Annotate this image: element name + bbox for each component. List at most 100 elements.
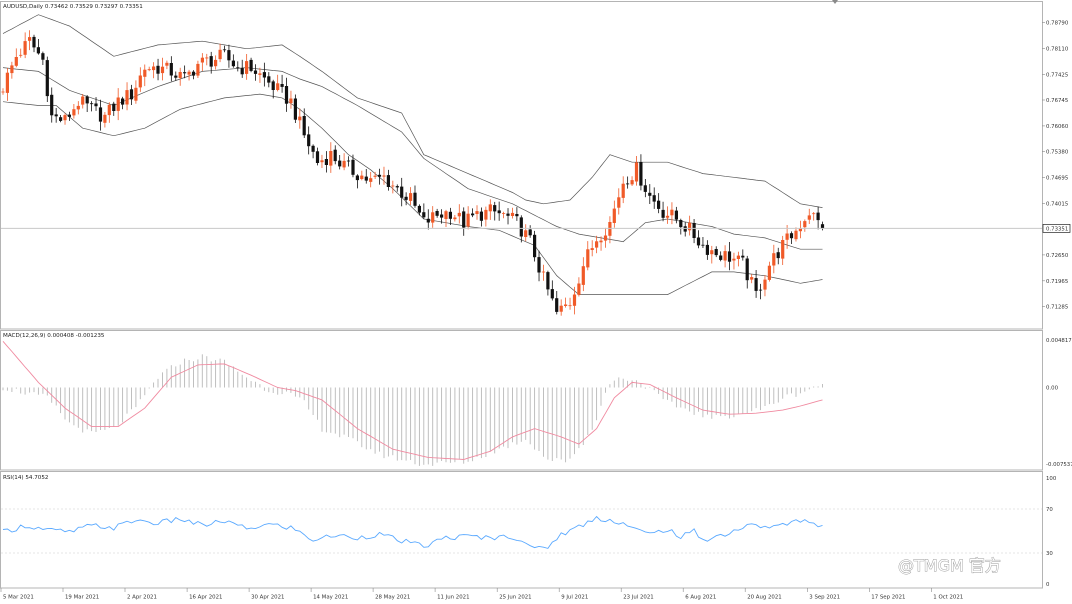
candle-body <box>315 151 320 163</box>
shift-marker-icon[interactable] <box>832 0 838 4</box>
candle-body <box>758 289 763 291</box>
candle-body <box>298 116 302 121</box>
candle-body <box>391 185 395 187</box>
price-tick-label: 0.71965 <box>1046 279 1068 285</box>
candle-body <box>732 258 736 261</box>
candle-body <box>812 213 816 215</box>
candle-body <box>98 107 103 122</box>
candle-body <box>479 211 483 221</box>
macd-header: MACD(12,26,9) 0.000408 -0.001235 <box>3 333 105 339</box>
candle-body <box>705 244 709 255</box>
candle-body <box>342 160 346 168</box>
candle-body <box>152 66 156 71</box>
candle-body <box>528 229 532 236</box>
time-tick-label: 3 Sep 2021 <box>809 595 840 601</box>
rsi-levels <box>1 508 1042 554</box>
candle-body <box>444 211 448 219</box>
candles <box>1 30 825 316</box>
candle-body <box>422 212 426 218</box>
candle-body <box>652 195 656 202</box>
candle-body <box>258 73 262 75</box>
candle-body <box>276 83 280 90</box>
candle-body <box>178 72 182 78</box>
rsi-header: RSI(14) 54.7052 <box>3 475 48 481</box>
candle-body <box>555 298 559 312</box>
candle-body <box>595 241 599 248</box>
macd-tick-label: -0.007537 <box>1046 462 1072 468</box>
candle-body <box>112 103 116 111</box>
rsi-axis: 100 70 30 0 <box>1046 476 1057 588</box>
macd-pane[interactable]: MACD(12,26,9) 0.000408 -0.001235 0.00481… <box>0 330 1072 471</box>
candle-body <box>351 159 355 175</box>
candle-body <box>214 59 218 67</box>
candle-body <box>440 214 444 218</box>
candle-body <box>23 41 27 55</box>
candle-body <box>816 212 820 221</box>
candle-body <box>741 255 745 258</box>
rsi-tick-label: 100 <box>1046 476 1057 482</box>
watermark: @TMGM 官方 <box>898 556 1001 575</box>
candle-body <box>205 57 209 59</box>
bb-lower-line <box>2 93 823 295</box>
candle-body <box>302 116 306 136</box>
candle-body <box>794 230 798 240</box>
rsi-line <box>2 515 823 549</box>
bb-upper-line <box>2 14 823 208</box>
candle-body <box>395 186 399 188</box>
candle-body <box>76 105 80 110</box>
candle-body <box>50 94 54 116</box>
price-tick-label: 0.75380 <box>1046 150 1069 156</box>
rsi-tick-label: 0 <box>1046 582 1050 588</box>
time-axis: 5 Mar 2021 19 Mar 2021 2 Apr 2021 16 Apr 20… <box>0 588 963 601</box>
candle-body <box>94 103 98 107</box>
candle-body <box>714 249 718 256</box>
candle-body <box>417 205 421 213</box>
candle-body <box>284 86 289 104</box>
candle-body <box>134 87 138 101</box>
time-tick-label: 9 Jul 2021 <box>561 595 588 601</box>
candle-body <box>63 115 67 121</box>
candle-body <box>750 277 754 280</box>
price-pane[interactable]: AUDUSD,Daily 0.73462 0.73529 0.73297 0.7… <box>0 0 1071 330</box>
candle-body <box>781 240 785 259</box>
candle-body <box>510 212 515 216</box>
candle-body <box>107 104 111 116</box>
candle-body <box>271 81 275 90</box>
candle-body <box>293 98 297 120</box>
candle-body <box>541 271 546 273</box>
candle-body <box>603 235 608 241</box>
candle-body <box>147 69 151 71</box>
bollinger-bands <box>2 14 823 295</box>
candle-body <box>497 210 501 214</box>
candle-body <box>240 68 244 75</box>
candle-body <box>262 72 266 78</box>
candle-body <box>373 175 377 177</box>
candle-body <box>448 211 452 219</box>
rsi-pane[interactable]: RSI(14) 54.7052 100 70 30 0 <box>0 471 1057 589</box>
candle-body <box>32 36 36 48</box>
candle-body <box>710 250 714 255</box>
time-tick-label: 14 May 2021 <box>313 595 348 601</box>
candle-body <box>679 220 683 228</box>
candle-body <box>803 221 807 228</box>
candle-body <box>502 213 506 214</box>
candle-body <box>626 183 630 185</box>
price-tick-label: 0.74695 <box>1046 176 1068 182</box>
candle-body <box>218 49 222 60</box>
candle-body <box>360 175 364 179</box>
time-tick-label: 5 Mar 2021 <box>3 595 34 601</box>
candle-body <box>413 192 417 206</box>
candle-body <box>103 114 107 123</box>
candle-body <box>736 255 740 259</box>
candle-body <box>524 230 528 237</box>
candle-body <box>515 214 519 217</box>
time-tick-label: 17 Sep 2021 <box>871 595 905 601</box>
candle-body <box>59 117 63 121</box>
candle-body <box>289 98 293 104</box>
candle-body <box>820 224 825 229</box>
candle-body <box>400 186 404 198</box>
candle-body <box>546 272 550 290</box>
candle-body <box>231 60 235 67</box>
candle-body <box>674 210 678 220</box>
